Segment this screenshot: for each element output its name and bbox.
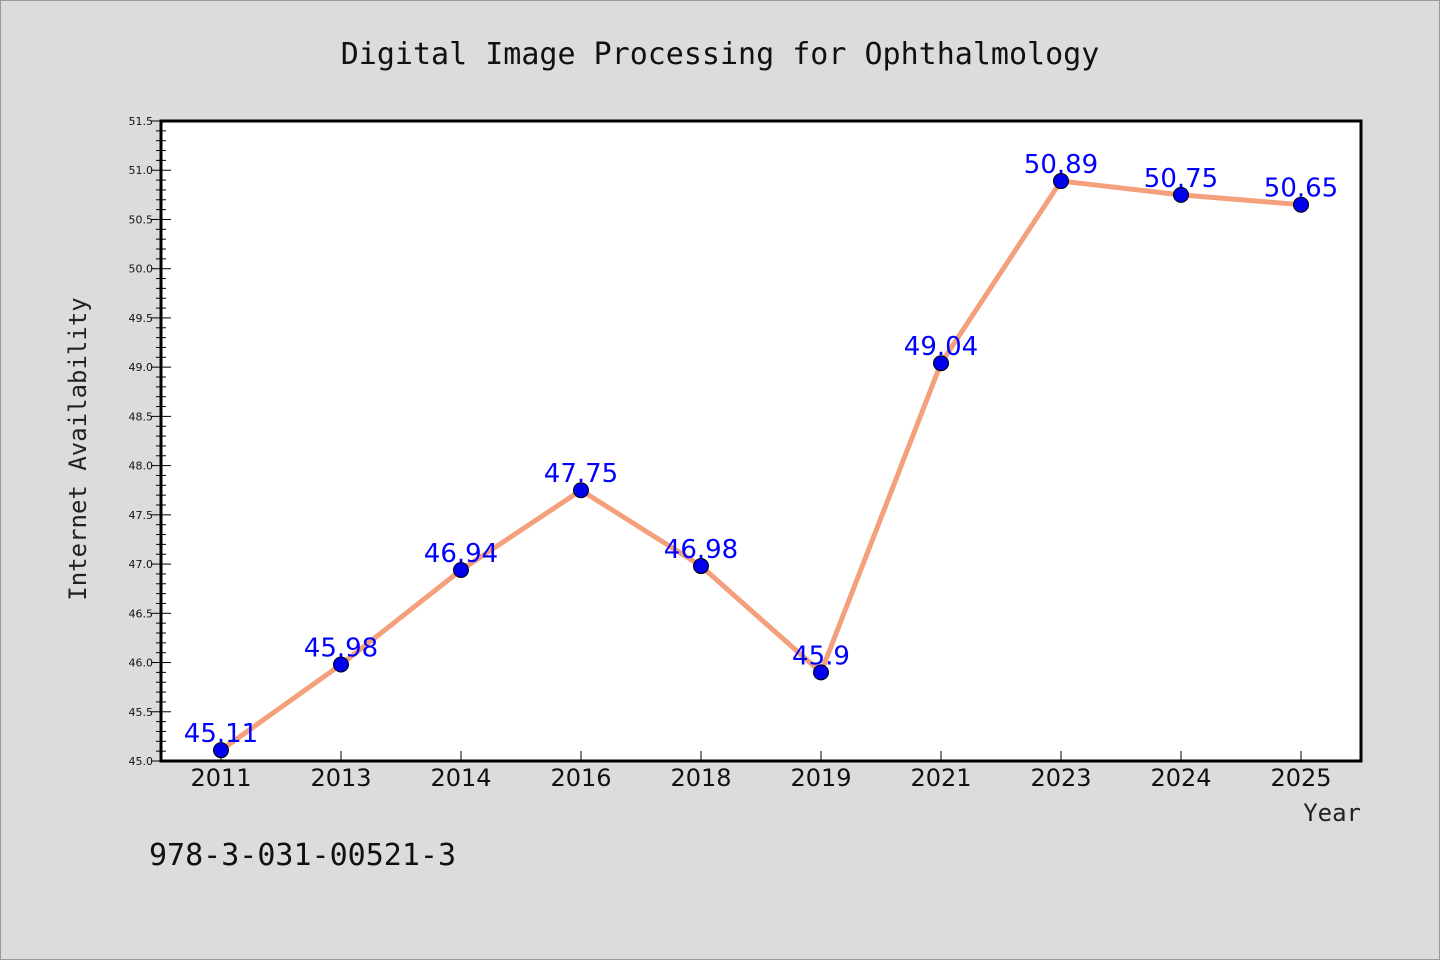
- x-tick-label: 2025: [1270, 764, 1331, 792]
- data-label: 46.98: [664, 535, 738, 565]
- y-tick-label: 51.5: [129, 115, 154, 128]
- y-tick-label: 50.0: [129, 263, 154, 276]
- data-point: [453, 561, 469, 578]
- data-label: 45.11: [184, 719, 258, 749]
- data-point: [813, 664, 829, 681]
- data-label: 45.98: [304, 634, 378, 664]
- data-label: 45.9: [792, 641, 850, 671]
- x-tick-label: 2018: [670, 764, 731, 792]
- x-axis-label: Year: [1303, 799, 1361, 827]
- chart-title: Digital Image Processing for Ophthalmolo…: [341, 37, 1100, 72]
- series-line: [218, 178, 1304, 753]
- x-tick-label: 2014: [430, 764, 491, 792]
- data-point: [213, 742, 229, 759]
- y-tick-label: 48.0: [129, 460, 154, 473]
- y-tick-label: 48.5: [129, 410, 154, 423]
- data-point: [1293, 196, 1309, 213]
- footer-id-text: 978-3-031-00521-3: [149, 838, 456, 873]
- y-tick-label: 47.0: [129, 558, 154, 571]
- data-point: [1053, 173, 1069, 190]
- y-tick-label: 51.0: [129, 164, 154, 177]
- data-label: 50.89: [1024, 150, 1098, 180]
- data-point: [693, 558, 709, 575]
- data-label: 46.94: [424, 539, 498, 569]
- data-label: 47.75: [544, 459, 618, 489]
- data-point: [333, 656, 349, 673]
- y-tick-label: 46.0: [129, 657, 154, 670]
- plot-area: [159, 119, 1363, 763]
- y-axis-ticks: 45.0 45.5 46.0 46.5 47.0 47.5 48.0 48.5 49.0 49.5…: [129, 115, 171, 768]
- data-label: 50.75: [1144, 164, 1218, 194]
- y-tick-label: 45.5: [129, 706, 154, 719]
- y-tick-label: 46.5: [129, 607, 154, 620]
- y-tick-label: 47.5: [129, 509, 154, 522]
- data-labels: 45.11 45.98 46.94 47.75 46.98 45.9 49.04 50.89 5…: [184, 150, 1338, 749]
- x-tick-label: 2011: [190, 764, 251, 792]
- y-tick-label: 49.5: [129, 312, 154, 325]
- x-tick-label: 2023: [1030, 764, 1091, 792]
- data-point: [1173, 186, 1189, 203]
- data-point: [573, 482, 589, 499]
- x-tick-label: 2013: [310, 764, 371, 792]
- x-tick-label: 2016: [550, 764, 611, 792]
- x-tick-label: 2019: [790, 764, 851, 792]
- x-tick-label: 2024: [1150, 764, 1211, 792]
- data-label: 49.04: [904, 332, 978, 362]
- x-axis-ticks: 2011 2013 2014 2016 2018 2019 2021 2023 2024 2025: [190, 751, 1332, 792]
- data-markers: [213, 173, 1309, 759]
- y-axis-label: Internet Availability: [64, 297, 92, 600]
- y-tick-label: 49.0: [129, 361, 154, 374]
- x-tick-label: 2021: [910, 764, 971, 792]
- y-tick-label: 45.0: [129, 755, 154, 768]
- data-label: 50.65: [1264, 174, 1338, 204]
- y-tick-label: 50.5: [129, 213, 154, 226]
- data-point: [933, 355, 949, 372]
